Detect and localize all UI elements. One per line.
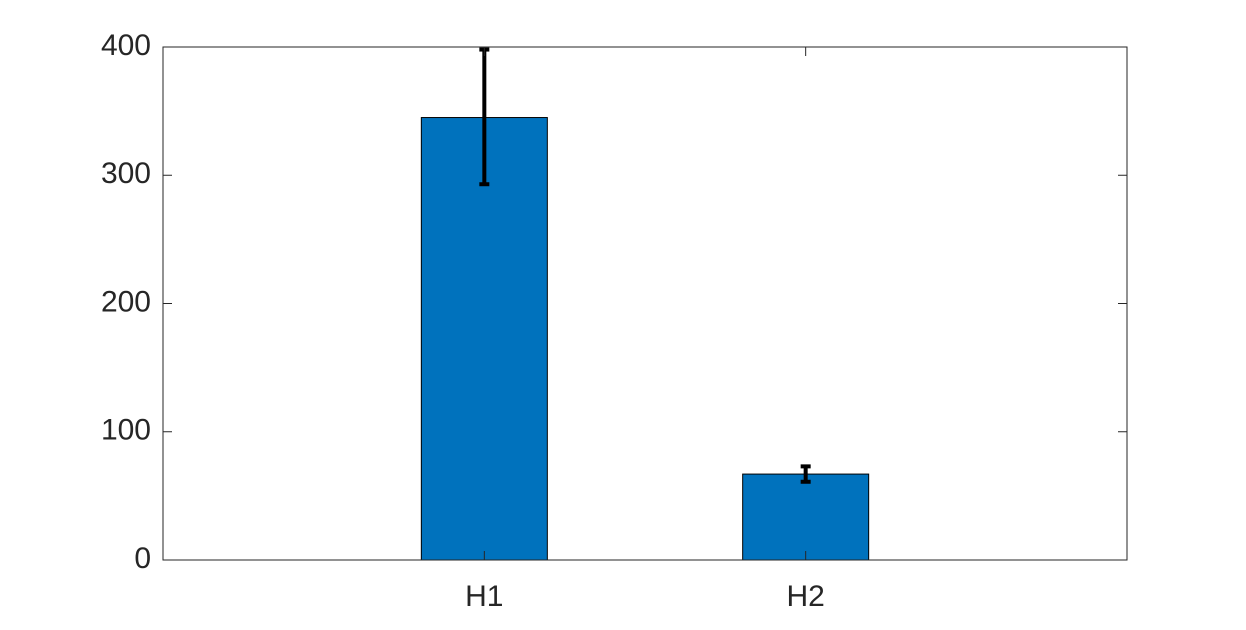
y-tick-label: 100 xyxy=(101,414,151,447)
plot-frame xyxy=(162,46,1128,561)
bar-h2 xyxy=(742,473,870,561)
x-tick-label: H1 xyxy=(465,580,503,613)
y-tick-label: 300 xyxy=(101,157,151,190)
bar-h1 xyxy=(420,117,548,561)
y-tick-label: 200 xyxy=(101,285,151,318)
y-tick-label: 400 xyxy=(101,29,151,62)
y-axis-ticks: 0 100 200 300 400 xyxy=(101,29,1127,575)
x-axis-ticks: H1 H2 xyxy=(465,47,825,613)
y-tick-label: 0 xyxy=(134,542,151,575)
x-tick-label: H2 xyxy=(786,580,824,613)
bars-group xyxy=(420,117,870,561)
error-bar-h2 xyxy=(800,464,811,484)
